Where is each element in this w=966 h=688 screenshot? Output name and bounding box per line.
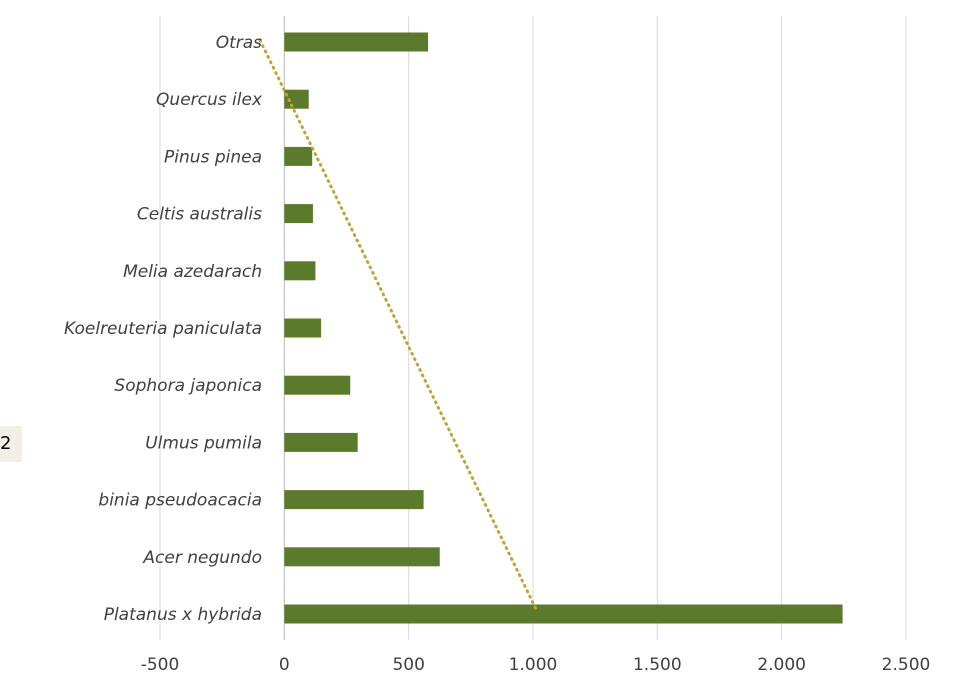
- category-label-5: Koelreuteria paniculata: [64, 319, 262, 339]
- x-tick-label-5: 2.000: [757, 655, 806, 675]
- category-label-9: Quercus ilex: [156, 90, 263, 110]
- bar-7: [284, 204, 313, 224]
- category-label-6: Melia azedarach: [123, 262, 262, 282]
- x-tick-label-2: 500: [392, 655, 424, 675]
- category-label-4: Sophora japonica: [114, 376, 262, 396]
- x-tick-label-0: -500: [141, 655, 180, 675]
- x-tick-label-3: 1.000: [509, 655, 558, 675]
- gridlines: [159, 16, 907, 640]
- side-page-tag: 2: [0, 426, 22, 462]
- bar-2: [284, 490, 424, 510]
- x-tick-label-1: 0: [279, 655, 290, 675]
- trendline-path: [257, 37, 537, 610]
- category-labels: Platanus x hybrida Acer negundo binia pseu…: [64, 33, 263, 625]
- bar-0: [284, 604, 843, 624]
- bar-8: [284, 146, 313, 166]
- category-label-3: Ulmus pumila: [145, 433, 262, 453]
- category-label-1: Acer negundo: [142, 548, 262, 568]
- bar-10: [284, 32, 429, 52]
- category-label-2: binia pseudoacacia: [98, 491, 262, 511]
- category-label-0: Platanus x hybrida: [104, 605, 262, 625]
- category-label-10: Otras: [216, 33, 262, 53]
- x-tick-label-4: 1.500: [633, 655, 682, 675]
- bar-6: [284, 261, 316, 281]
- bar-5: [284, 318, 322, 338]
- bar-3: [284, 432, 358, 452]
- bar-4: [284, 375, 351, 395]
- bar-1: [284, 547, 440, 567]
- trendline: [257, 37, 537, 610]
- x-tick-labels: -500 0 500 1.000 1.500 2.000 2.500: [141, 655, 931, 675]
- x-tick-label-6: 2.500: [882, 655, 931, 675]
- category-label-8: Pinus pinea: [164, 147, 262, 167]
- bar-9: [284, 89, 309, 109]
- bars: [284, 32, 843, 624]
- category-label-7: Celtis australis: [137, 205, 262, 225]
